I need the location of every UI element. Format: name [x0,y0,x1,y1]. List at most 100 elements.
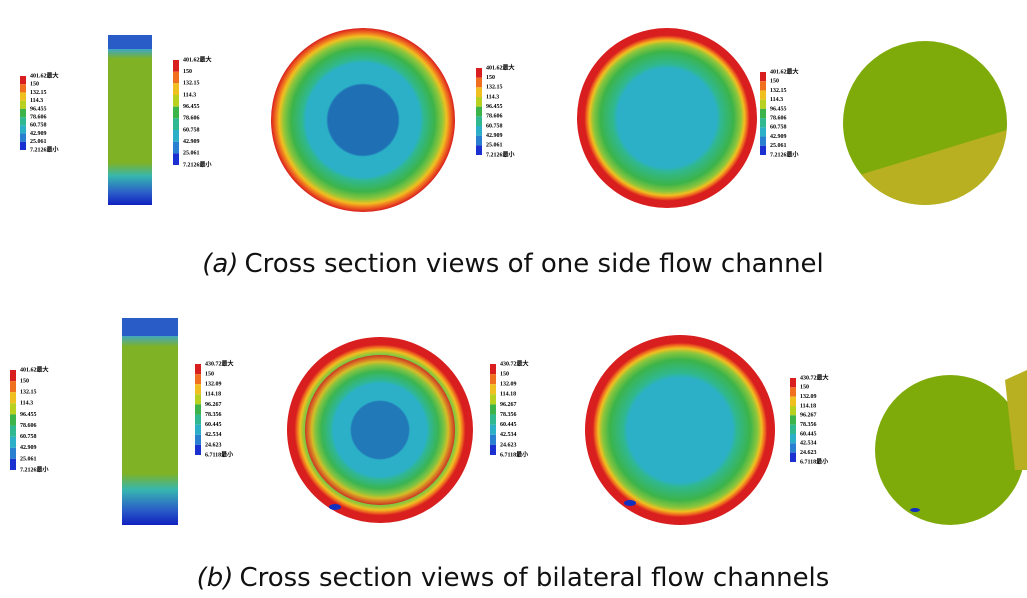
legend-swatch [20,133,26,142]
legend-label: 150 [205,371,214,377]
legend-swatch [760,81,766,91]
legend-swatch [20,100,26,109]
legend-swatch [476,97,482,107]
legend-label: 25.061 [183,151,200,157]
legend-swatch [790,378,796,388]
legend-swatch [195,384,201,395]
legend-label: 132.15 [183,81,200,87]
legend-swatch [490,424,496,435]
legend-swatch [790,424,796,434]
legend-label: 96.455 [30,106,47,112]
legend-label: 42.909 [30,131,47,137]
legend-label: 25.061 [486,143,503,149]
legend-label: 78.356 [500,412,517,418]
legend-label: 60.758 [183,127,200,133]
legend-label: 42.534 [800,441,817,447]
legend-label: 114.3 [183,92,196,98]
legend-label: 150 [770,79,779,85]
legend-label: 96.455 [183,104,200,110]
legend-swatch [476,116,482,126]
legend-label: 430.72最大 [500,359,529,367]
legend-label: 60.758 [20,434,37,440]
legend-label: 6.7118最小 [800,457,828,465]
legend-swatch [173,95,179,107]
legend-swatch [20,92,26,101]
legend-label: 60.758 [30,123,47,129]
legend-label: 60.445 [500,422,517,428]
legend-swatch [490,444,496,455]
legend-label: 42.909 [20,445,37,451]
legend-label: 24.623 [800,450,817,456]
legend-swatch [173,130,179,142]
legend-label: 24.623 [205,442,222,448]
row-a-images [108,28,1007,212]
legend-label: 114.18 [205,392,221,398]
legend-swatch [195,444,201,455]
legend-label: 96.455 [770,106,787,112]
legend-label: 42.534 [500,432,517,438]
legend-swatch [790,434,796,444]
legend-swatch [173,71,179,84]
legend-label: 114.3 [30,98,43,104]
legend-label: 150 [20,378,29,384]
legend-swatch [195,394,201,405]
legend-swatch [195,374,201,385]
legend-swatch [10,425,16,437]
legend-label: 60.445 [800,431,817,437]
legend-label: 430.72最大 [205,359,234,367]
legend-swatch [195,434,201,445]
legend-swatch [476,106,482,117]
legend-label: 96.267 [205,402,222,408]
legend-label: 150 [486,75,495,81]
legend-label: 114.3 [20,401,33,407]
legend-label: 96.267 [800,413,817,419]
legend-swatch [760,108,766,119]
legend-swatch [490,384,496,395]
legend-label: 78.606 [770,115,787,121]
legend-label: 7.2126最小 [30,145,59,153]
legend-swatch [790,387,796,397]
legend-label: 42.534 [205,432,222,438]
caption-a: (a) Cross section views of one side flow … [202,249,824,279]
legend-swatch [10,436,16,448]
caption-label: (b) [197,563,234,593]
legend-label: 401.62最大 [20,365,49,373]
legend-swatch [490,414,496,425]
row-b-images [122,318,1027,525]
legend-swatch [10,403,16,415]
legend-label: 96.455 [486,104,503,110]
legend-label: 150 [800,385,809,391]
legend-label: 132.15 [20,390,37,396]
legend-swatch [10,447,16,459]
caption-text: Cross section views of one side flow cha… [244,249,823,279]
legend-label: 150 [30,82,39,88]
legend-label: 132.09 [500,382,517,388]
legend-label: 42.909 [770,134,787,140]
legend-swatch [760,99,766,109]
legend-swatch [760,72,766,82]
legend-swatch [760,118,766,128]
legend-label: 78.606 [486,114,503,120]
legend-label: 132.15 [486,85,503,91]
legend-swatch [20,125,26,134]
legend-swatch [476,77,482,88]
legend-swatch [173,106,179,119]
legend-label: 7.2126最小 [183,160,212,168]
legend-label: 401.62最大 [770,67,799,75]
legend-label: 6.7118最小 [205,450,233,458]
legend-swatch [760,127,766,137]
legend-swatch [20,84,26,93]
legend-swatch [20,141,26,150]
legend-label: 96.267 [500,402,517,408]
legend-swatch [173,60,179,72]
caption-label: (a) [202,249,238,279]
legend-label: 78.356 [205,412,222,418]
legend-swatch [790,406,796,416]
legend-label: 401.62最大 [30,71,59,79]
legend-swatch [760,145,766,155]
legend-swatch [195,414,201,425]
legend-label: 114.18 [500,392,516,398]
legend-label: 7.2126最小 [20,465,49,473]
legend-swatch [10,370,16,382]
